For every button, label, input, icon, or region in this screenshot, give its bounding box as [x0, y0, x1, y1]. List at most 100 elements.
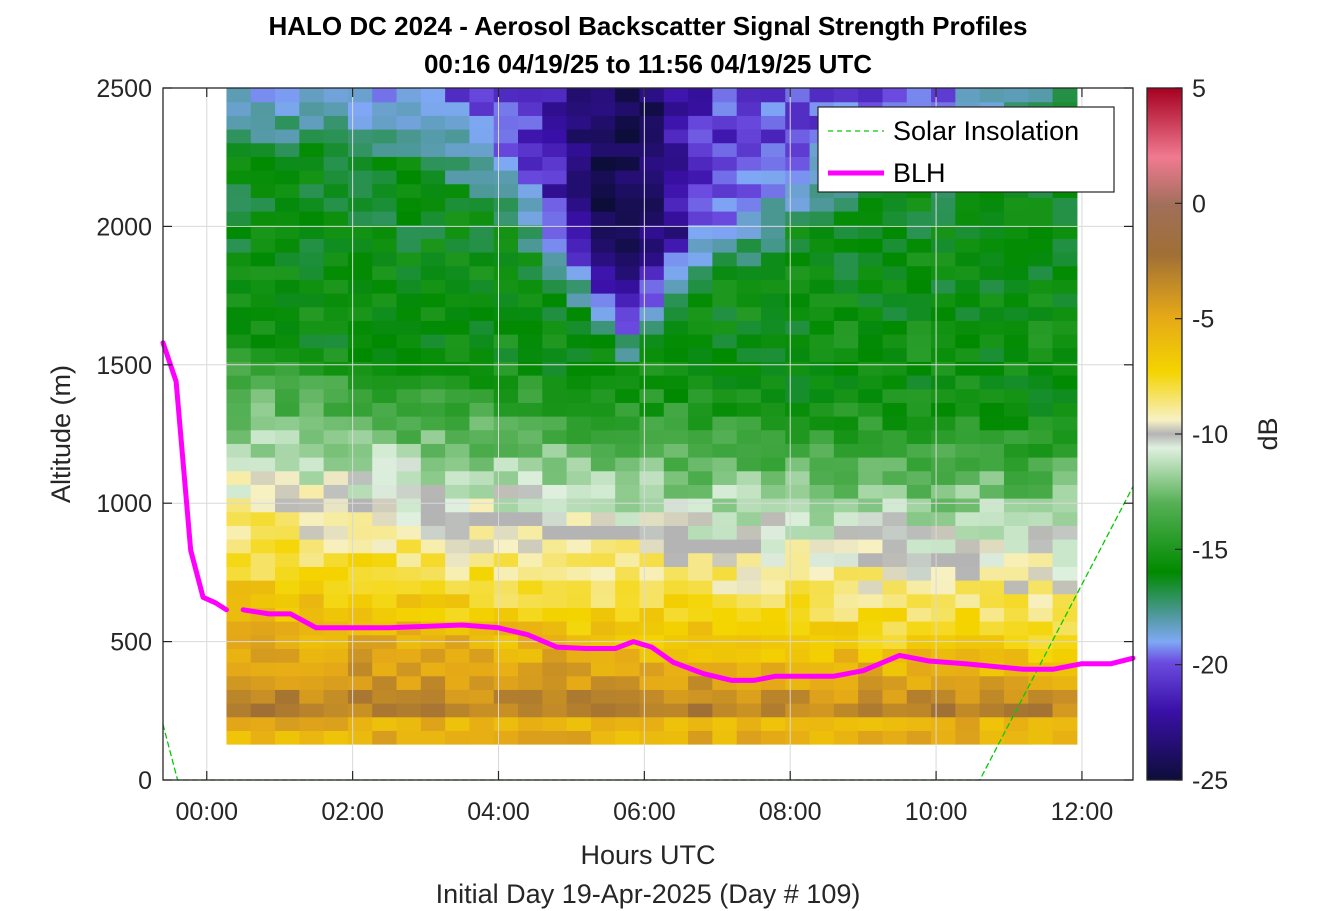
- heatmap-cell: [493, 334, 519, 349]
- heatmap-cell: [226, 443, 252, 458]
- heatmap-cell: [785, 716, 811, 731]
- heatmap-cell: [712, 648, 738, 663]
- heatmap-cell: [372, 429, 398, 444]
- heatmap-cell: [226, 511, 252, 526]
- heatmap-cell: [760, 648, 786, 663]
- heatmap-cell: [615, 238, 641, 253]
- heatmap-cell: [323, 539, 349, 554]
- heatmap-cell: [736, 156, 762, 171]
- heatmap-cell: [469, 142, 495, 157]
- heatmap-cell: [275, 197, 300, 212]
- heatmap-cell: [323, 675, 349, 690]
- heatmap-cell: [979, 279, 1005, 294]
- heatmap-cell: [688, 279, 713, 294]
- heatmap-cell: [931, 224, 956, 239]
- heatmap-cell: [931, 429, 956, 444]
- heatmap-cell: [736, 525, 762, 540]
- heatmap-cell: [493, 648, 519, 663]
- heatmap-cell: [858, 675, 884, 690]
- heatmap-cell: [1052, 416, 1078, 431]
- heatmap-cell: [979, 675, 1005, 690]
- heatmap-cell: [712, 306, 738, 321]
- heatmap-cell: [542, 347, 568, 362]
- heatmap-cell: [1003, 224, 1029, 239]
- heatmap-cell: [858, 443, 884, 458]
- heatmap-cell: [955, 279, 981, 294]
- heatmap-cell: [760, 484, 786, 499]
- heatmap-cell: [760, 443, 786, 458]
- heatmap-cell: [347, 293, 373, 308]
- heatmap-cell: [420, 552, 446, 567]
- heatmap-cell: [566, 730, 592, 745]
- heatmap-cell: [1052, 716, 1078, 731]
- heatmap-cell: [566, 142, 592, 157]
- heatmap-cell: [882, 88, 908, 103]
- heatmap-cell: [323, 662, 349, 677]
- heatmap-cell: [542, 580, 568, 595]
- heatmap-cell: [518, 689, 543, 704]
- heatmap-cell: [275, 88, 300, 103]
- heatmap-cell: [615, 443, 641, 458]
- heatmap-cell: [688, 375, 713, 390]
- heatmap-cell: [469, 552, 495, 567]
- heatmap-cell: [615, 142, 641, 157]
- heatmap-cell: [688, 703, 713, 718]
- heatmap-cell: [420, 566, 446, 581]
- heatmap-cell: [250, 115, 276, 130]
- heatmap-cell: [955, 265, 981, 280]
- heatmap-cell: [590, 347, 616, 362]
- heatmap-cell: [833, 580, 859, 595]
- heatmap-cell: [372, 402, 398, 417]
- heatmap-cell: [299, 129, 325, 144]
- heatmap-cell: [518, 416, 543, 431]
- heatmap-cell: [372, 470, 398, 485]
- heatmap-cell: [590, 252, 616, 267]
- plot-frame: [162, 87, 1134, 781]
- heatmap-cell: [445, 115, 471, 130]
- heatmap-cell: [542, 361, 568, 376]
- heatmap-cell: [469, 129, 495, 144]
- heatmap-cell: [833, 689, 859, 704]
- heatmap-cell: [250, 429, 276, 444]
- heatmap-cell: [542, 703, 568, 718]
- heatmap-cell: [882, 443, 908, 458]
- heatmap-cell: [882, 402, 908, 417]
- heatmap-cell: [396, 498, 422, 513]
- heatmap-cell: [760, 730, 786, 745]
- heatmap-cell: [955, 675, 981, 690]
- heatmap-cell: [323, 525, 349, 540]
- heatmap-cell: [688, 306, 713, 321]
- heatmap-cell: [299, 142, 325, 157]
- heatmap-cell: [882, 689, 908, 704]
- heatmap-cell: [590, 470, 616, 485]
- heatmap-cell: [493, 539, 519, 554]
- heatmap-cell: [518, 511, 543, 526]
- heatmap-cell: [518, 347, 543, 362]
- heatmap-cell: [493, 101, 519, 116]
- heatmap-cell: [299, 170, 325, 185]
- heatmap-cell: [1003, 238, 1029, 253]
- heatmap-cell: [469, 320, 495, 335]
- heatmap-cell: [566, 498, 592, 513]
- heatmap-cell: [760, 375, 786, 390]
- heatmap-cell: [1052, 197, 1078, 212]
- heatmap-cell: [1003, 361, 1029, 376]
- heatmap-cell: [858, 211, 884, 226]
- heatmap-cell: [663, 416, 689, 431]
- heatmap-cell: [639, 170, 665, 185]
- heatmap-cell: [663, 593, 689, 608]
- heatmap-cell: [372, 648, 398, 663]
- heatmap-cell: [445, 347, 471, 362]
- heatmap-cell: [347, 689, 373, 704]
- heatmap-cell: [858, 607, 884, 622]
- heatmap-cell: [566, 484, 592, 499]
- heatmap-cell: [931, 211, 956, 226]
- heatmap-cell: [590, 402, 616, 417]
- heatmap-cell: [688, 470, 713, 485]
- heatmap-cell: [712, 498, 738, 513]
- heatmap-cell: [1003, 498, 1029, 513]
- heatmap-cell: [955, 730, 981, 745]
- heatmap-cell: [275, 470, 300, 485]
- heatmap-cell: [663, 429, 689, 444]
- heatmap-cell: [396, 566, 422, 581]
